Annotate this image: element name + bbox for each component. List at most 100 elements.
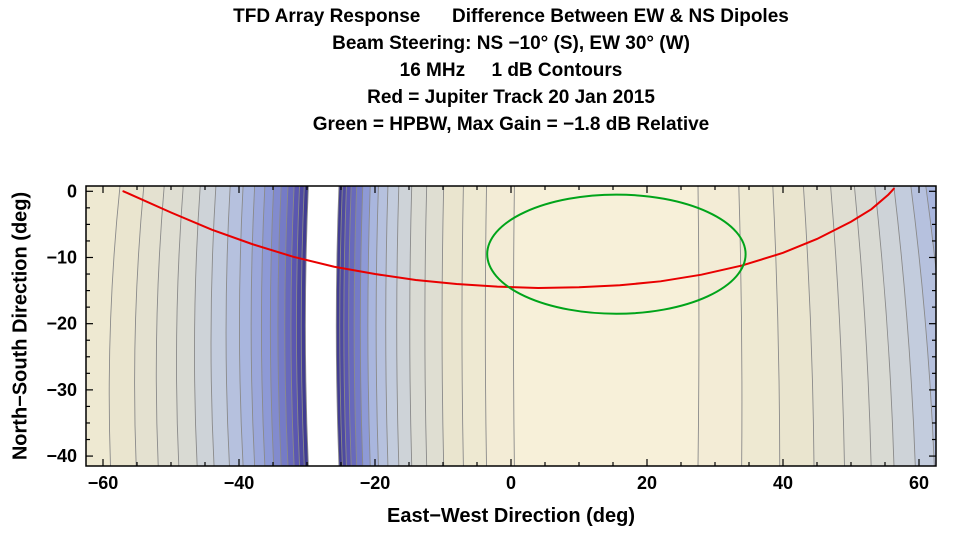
contour-line (738, 186, 743, 466)
contour-line (461, 186, 464, 466)
contour-band (226, 186, 244, 466)
contour-band (910, 186, 936, 466)
contour-band (772, 186, 815, 466)
title-line-5: Green = HPBW, Max Gain = −1.8 dB Relativ… (312, 114, 710, 135)
contour-band (485, 186, 515, 466)
x-axis-label: East−West Direction (deg) (386, 505, 636, 527)
contour-line (367, 186, 371, 466)
contour-lines (108, 186, 936, 466)
contour-band (830, 186, 872, 466)
x-tick-label: −40 (224, 473, 255, 493)
contour-line (375, 186, 379, 466)
contour-band (301, 186, 309, 466)
y-tick-label: −40 (46, 446, 77, 466)
contour-line (155, 186, 165, 466)
contour-band (251, 186, 265, 466)
title-line-2: Beam Steering: NS −10° (S), EW 30° (W) (332, 33, 690, 54)
contour-line (359, 186, 364, 466)
contour-band (698, 186, 742, 466)
contour-line (441, 186, 445, 466)
contour-line (802, 186, 815, 466)
contour-line (300, 186, 305, 466)
contour-line (284, 186, 289, 466)
contour-line (260, 186, 266, 466)
contour-band (461, 186, 487, 466)
y-axis-label: North−South Direction (deg) (9, 191, 32, 461)
x-tick-label: −20 (360, 473, 391, 493)
contour-line (290, 186, 295, 466)
contour-line (385, 186, 389, 466)
contour-line (910, 186, 935, 466)
contour-line (484, 186, 487, 466)
contour-band (86, 186, 120, 466)
contour-line (772, 186, 781, 466)
contour-band (109, 186, 144, 466)
contour-line (176, 186, 184, 466)
contour-band (376, 186, 388, 466)
contour-band (194, 186, 216, 466)
contour-band (210, 186, 231, 466)
contour-line (335, 186, 340, 466)
contour-band (385, 186, 399, 466)
title-line-1: TFD Array Response Difference Between EW… (233, 6, 789, 27)
contour-line (853, 186, 872, 466)
x-tick-label: 60 (909, 473, 929, 493)
contour-band (239, 186, 255, 466)
contour-line (424, 186, 428, 466)
contour-band (854, 186, 894, 466)
contour-band (343, 186, 352, 466)
contour-band (339, 186, 347, 466)
y-tick-label: −10 (46, 247, 77, 267)
x-tick-label: −60 (88, 473, 119, 493)
tick-labels: −60 −40 −20 0 20 40 60 0 −10 −20 −30 −40 (46, 181, 929, 493)
x-tick-label: 20 (637, 473, 657, 493)
contour-band (513, 186, 699, 466)
contour-band (261, 186, 274, 466)
contour-line (194, 186, 201, 466)
contour-line (874, 186, 895, 466)
contour-line (409, 186, 413, 466)
title-line-4: Red = Jupiter Track 20 Jan 2015 (367, 87, 655, 108)
contour-band (360, 186, 371, 466)
contour-band (424, 186, 444, 466)
contour-line (269, 186, 275, 466)
contour-line (277, 186, 282, 466)
contour-line (893, 186, 916, 466)
y-tick-label: 0 (67, 181, 77, 201)
contour-band (409, 186, 427, 466)
contour-band (803, 186, 845, 466)
contour-band (134, 186, 165, 466)
contour-line (830, 186, 845, 466)
contour-line (250, 186, 256, 466)
contour-line (925, 186, 936, 274)
contour-line (134, 186, 145, 466)
contour-band (176, 186, 201, 466)
contour-line (513, 186, 515, 466)
contour-line (353, 186, 358, 466)
contour-band (442, 186, 464, 466)
contour-line (108, 186, 121, 466)
contour-line (348, 186, 352, 466)
contour-line (239, 186, 244, 466)
contour-line (225, 186, 231, 466)
contour-band (396, 186, 412, 466)
contour-line (697, 186, 700, 466)
y-tick-label: −30 (46, 380, 77, 400)
contour-band (738, 186, 780, 466)
contour-band (367, 186, 379, 466)
contour-band (874, 186, 916, 466)
plot-overlays (122, 187, 895, 315)
contour-line (210, 186, 217, 466)
x-tick-label: 0 (506, 473, 516, 493)
contour-band (893, 186, 935, 466)
y-tick-label: −20 (46, 314, 77, 334)
contour-line (396, 186, 400, 466)
contour-line (304, 186, 309, 466)
title-line-3: 16 MHz 1 dB Contours (399, 60, 623, 81)
figure-titles: TFD Array Response Difference Between EW… (86, 3, 936, 138)
contour-line (296, 186, 300, 466)
hpbw-ellipse (486, 193, 747, 315)
x-tick-label: 40 (773, 473, 793, 493)
contour-band (296, 186, 305, 466)
